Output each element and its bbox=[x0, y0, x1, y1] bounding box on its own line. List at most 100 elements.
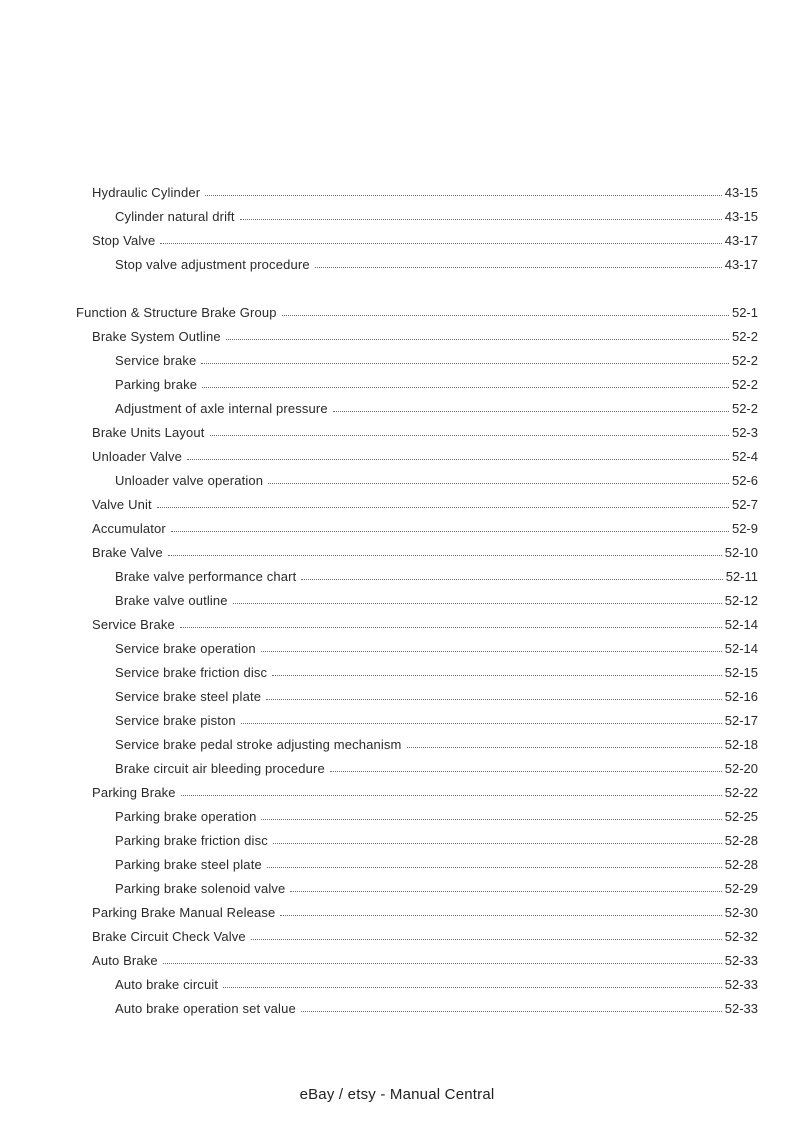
toc-entry-title: Accumulator bbox=[92, 521, 166, 536]
toc-entry: Auto Brake 52-33 bbox=[76, 949, 758, 973]
toc-entry-title: Auto brake operation set value bbox=[115, 1001, 296, 1016]
toc-leader-dots bbox=[209, 435, 729, 436]
toc-entry: Service brake piston 52-17 bbox=[76, 709, 758, 733]
toc-entry: Brake circuit air bleeding procedure 52-2… bbox=[76, 757, 758, 781]
toc-entry-page: 43-15 bbox=[724, 209, 758, 224]
toc-leader-dots bbox=[180, 795, 722, 796]
toc-entry: Parking Brake Manual Release 52-30 bbox=[76, 901, 758, 925]
toc-entry-title: Service brake piston bbox=[115, 713, 236, 728]
toc-leader-dots bbox=[160, 243, 722, 244]
toc-entry: Accumulator 52-9 bbox=[76, 517, 758, 541]
toc-entry-title: Service brake bbox=[115, 353, 197, 368]
toc-entry-page: 52-3 bbox=[731, 425, 758, 440]
toc-entry-page: 52-32 bbox=[724, 929, 758, 944]
toc-entry-page: 52-29 bbox=[724, 881, 758, 896]
toc-leader-dots bbox=[314, 267, 722, 268]
footer-watermark: eBay / etsy - Manual Central bbox=[299, 1086, 495, 1103]
toc-entry-page: 52-1 bbox=[731, 305, 758, 320]
toc-entry-title: Parking brake bbox=[115, 377, 198, 392]
toc-entry: Parking brake operation 52-25 bbox=[76, 805, 758, 829]
toc-entry-title: Parking brake operation bbox=[115, 809, 257, 824]
toc-leader-dots bbox=[329, 771, 722, 772]
toc-leader-dots bbox=[232, 603, 722, 604]
toc-entry: Hydraulic Cylinder 43-15 bbox=[76, 181, 758, 205]
toc-leader-dots bbox=[187, 459, 729, 460]
toc-entry: Parking Brake 52-22 bbox=[76, 781, 758, 805]
toc-entry: Brake System Outline 52-2 bbox=[76, 325, 758, 349]
toc-entry-title: Brake Valve bbox=[92, 545, 163, 560]
toc-entry-page: 52-12 bbox=[724, 593, 758, 608]
toc-entry: Service brake steel plate 52-16 bbox=[76, 685, 758, 709]
toc-entry-title: Brake Units Layout bbox=[92, 425, 205, 440]
toc-entry-title: Auto brake circuit bbox=[115, 977, 219, 992]
toc-entry-title: Brake valve performance chart bbox=[115, 569, 297, 584]
toc-leader-dots bbox=[205, 195, 722, 196]
toc-entry-title: Parking Brake bbox=[92, 785, 176, 800]
toc-entry-title: Parking brake friction disc bbox=[115, 833, 268, 848]
toc-leader-dots bbox=[240, 723, 722, 724]
toc-entry: Service Brake 52-14 bbox=[76, 613, 758, 637]
toc-entry-title: Brake valve outline bbox=[115, 593, 228, 608]
toc-entry-title: Service brake pedal stroke adjusting mec… bbox=[115, 737, 402, 752]
toc-entry-title: Service brake friction disc bbox=[115, 665, 268, 680]
toc-entry: Valve Unit 52-7 bbox=[76, 493, 758, 517]
toc-entry: Unloader valve operation 52-6 bbox=[76, 469, 758, 493]
toc-entry-title: Function & Structure Brake Group bbox=[76, 305, 277, 320]
toc-entry: Brake Valve 52-10 bbox=[76, 541, 758, 565]
toc-entry: Brake valve outline 52-12 bbox=[76, 589, 758, 613]
toc-entry-page: 43-15 bbox=[724, 185, 758, 200]
toc-entry-title: Brake circuit air bleeding procedure bbox=[115, 761, 325, 776]
toc-entry-page: 52-28 bbox=[724, 833, 758, 848]
toc-entry-page: 52-10 bbox=[724, 545, 758, 560]
toc-entry: Unloader Valve 52-4 bbox=[76, 445, 758, 469]
toc-entry: Stop Valve 43-17 bbox=[76, 229, 758, 253]
toc-entry-title: Brake Circuit Check Valve bbox=[92, 929, 246, 944]
toc-entry-title: Unloader Valve bbox=[92, 449, 183, 464]
toc-entry-title: Valve Unit bbox=[92, 497, 152, 512]
toc-leader-dots bbox=[280, 915, 722, 916]
toc-entry: Auto brake operation set value 52-33 bbox=[76, 997, 758, 1021]
toc-entry-page: 52-18 bbox=[724, 737, 758, 752]
toc-entry-page: 52-2 bbox=[731, 353, 758, 368]
toc-leader-dots bbox=[167, 555, 722, 556]
toc-entry: Brake valve performance chart 52-11 bbox=[76, 565, 758, 589]
toc-leader-dots bbox=[202, 387, 729, 388]
toc-entry: Service brake 52-2 bbox=[76, 349, 758, 373]
toc-entry-page: 52-28 bbox=[724, 857, 758, 872]
toc-entry-title: Service brake operation bbox=[115, 641, 256, 656]
toc-entry: Stop valve adjustment procedure 43-17 bbox=[76, 253, 758, 277]
toc-entry: Service brake operation 52-14 bbox=[76, 637, 758, 661]
toc-entry: Parking brake steel plate 52-28 bbox=[76, 853, 758, 877]
table-of-contents: Hydraulic Cylinder 43-15 Cylinder natural … bbox=[76, 181, 758, 1021]
toc-entry-page: 52-14 bbox=[724, 641, 758, 656]
toc-entry-title: Adjustment of axle internal pressure bbox=[115, 401, 328, 416]
toc-entry-page: 52-33 bbox=[724, 977, 758, 992]
toc-leader-dots bbox=[268, 483, 729, 484]
toc-leader-dots bbox=[300, 1011, 722, 1012]
toc-entry-page: 52-20 bbox=[724, 761, 758, 776]
toc-entry: Parking brake 52-2 bbox=[76, 373, 758, 397]
toc-leader-dots bbox=[179, 627, 722, 628]
toc-section-0: Hydraulic Cylinder 43-15 Cylinder natural … bbox=[76, 181, 758, 277]
toc-entry-title: Parking brake solenoid valve bbox=[115, 881, 286, 896]
toc-entry-page: 52-14 bbox=[724, 617, 758, 632]
toc-leader-dots bbox=[406, 747, 722, 748]
toc-entry-page: 52-15 bbox=[724, 665, 758, 680]
toc-entry-page: 52-7 bbox=[731, 497, 758, 512]
toc-entry-page: 52-9 bbox=[731, 521, 758, 536]
toc-leader-dots bbox=[156, 507, 729, 508]
toc-entry: Adjustment of axle internal pressure 52-2 bbox=[76, 397, 758, 421]
toc-entry-page: 52-16 bbox=[724, 689, 758, 704]
toc-entry: Brake Units Layout 52-3 bbox=[76, 421, 758, 445]
toc-entry-page: 52-17 bbox=[724, 713, 758, 728]
toc-leader-dots bbox=[223, 987, 722, 988]
toc-leader-dots bbox=[225, 339, 729, 340]
toc-leader-dots bbox=[239, 219, 722, 220]
toc-section-1: Function & Structure Brake Group 52-1 Brak… bbox=[76, 301, 758, 1021]
toc-leader-dots bbox=[162, 963, 722, 964]
toc-leader-dots bbox=[266, 867, 722, 868]
toc-entry-page: 52-30 bbox=[724, 905, 758, 920]
toc-entry-title: Unloader valve operation bbox=[115, 473, 264, 488]
toc-entry: Service brake friction disc 52-15 bbox=[76, 661, 758, 685]
toc-leader-dots bbox=[250, 939, 722, 940]
